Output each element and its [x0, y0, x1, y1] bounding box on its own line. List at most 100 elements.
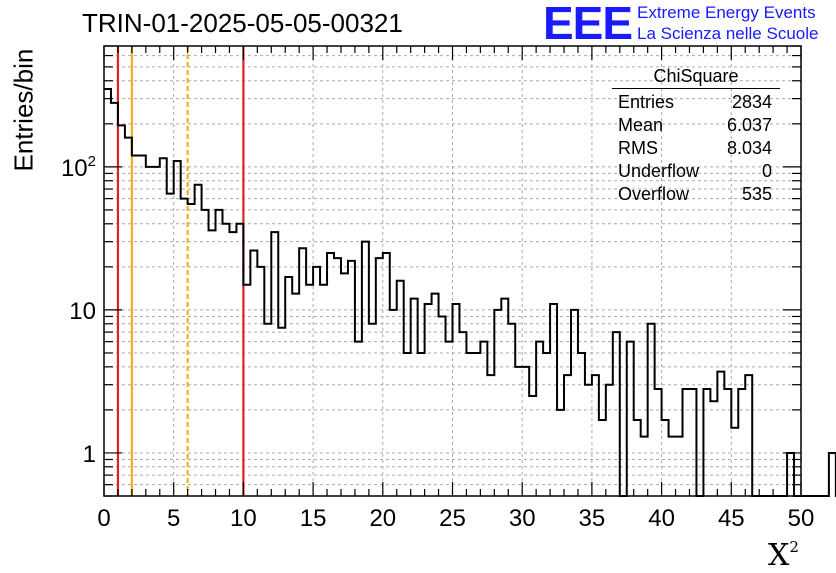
histogram-bin — [703, 389, 710, 496]
histogram-bin — [160, 158, 167, 496]
stats-row-entries: Entries 2834 — [612, 91, 780, 114]
histogram-bin — [466, 353, 473, 496]
histogram-bin — [111, 103, 118, 496]
stats-label: Overflow — [618, 184, 690, 204]
histogram-bin — [167, 194, 174, 496]
stats-row-rms: RMS 8.034 — [612, 137, 780, 160]
x-axis-label: X2 — [768, 538, 799, 573]
histogram-bin — [543, 353, 550, 496]
x-tick-label: 30 — [509, 505, 536, 532]
histogram-bin — [487, 375, 494, 496]
stats-value: 8.034 — [726, 138, 772, 158]
histogram-bin — [641, 437, 648, 496]
histogram-bin — [146, 167, 153, 496]
histogram-bin — [508, 324, 515, 496]
histogram-bin — [710, 401, 717, 496]
histogram-bin — [425, 304, 432, 496]
x-tick-label: 25 — [439, 505, 466, 532]
histogram-bin — [717, 372, 724, 496]
histogram-bin — [383, 253, 390, 496]
histogram-bin — [501, 299, 508, 496]
histogram-bin — [341, 273, 348, 496]
x-tick-label: 0 — [97, 505, 110, 532]
histogram-bin — [216, 210, 223, 496]
histogram-bin — [222, 224, 229, 496]
histogram-bin — [313, 267, 320, 496]
histogram-bin — [376, 258, 383, 496]
histogram-bin — [731, 428, 738, 496]
histogram-bin — [585, 385, 592, 496]
histogram-bin — [655, 389, 662, 496]
y-axis-label: Entries/bin — [8, 48, 39, 172]
histogram-bin — [195, 185, 202, 496]
stats-label: Underflow — [618, 161, 700, 181]
histogram-bin — [104, 89, 111, 496]
histogram-bin — [446, 342, 453, 496]
histogram-bin — [139, 156, 146, 496]
histogram-bin — [243, 285, 250, 496]
histogram-bin — [724, 389, 731, 496]
chart-title: TRIN-01-2025-05-05-00321 — [82, 8, 403, 38]
histogram-bin — [439, 316, 446, 496]
x-axis-label-text: X — [768, 538, 790, 573]
histogram-bin — [634, 420, 641, 496]
histogram-bin — [627, 342, 634, 496]
histogram-bin — [327, 253, 334, 496]
histogram-bin — [745, 375, 752, 496]
x-tick-label: 35 — [579, 505, 606, 532]
histogram-bin — [390, 310, 397, 496]
histogram-bin — [676, 437, 683, 496]
histogram-bin — [459, 332, 466, 496]
stats-label: RMS — [618, 138, 658, 158]
histogram-bin — [118, 125, 125, 496]
histogram-bin — [397, 281, 404, 496]
histogram-bin — [153, 167, 160, 496]
stats-label: Mean — [618, 115, 664, 135]
stats-title: ChiSquare — [612, 66, 780, 89]
axis-ticks: 0 5 10 15 20 25 30 35 40 45 50 1 10 102 — [61, 45, 814, 532]
histogram-bin — [613, 332, 620, 496]
histogram-bin — [738, 389, 745, 496]
histogram-bin — [571, 310, 578, 496]
eee-logo: EEE — [543, 0, 633, 49]
histogram-bin — [411, 299, 418, 496]
stats-value: 2834 — [731, 92, 772, 112]
histogram-bin — [515, 367, 522, 496]
histogram-bin — [494, 310, 501, 496]
histogram-bin — [202, 210, 209, 496]
histogram-bin — [662, 420, 669, 496]
stats-value: 535 — [741, 184, 772, 204]
histogram-bin — [306, 285, 313, 496]
stats-box: ChiSquare Entries 2834 Mean 6.037 RMS 8.034… — [612, 66, 780, 206]
stats-row-overflow: Overflow 535 — [612, 183, 780, 206]
histogram-bin — [348, 261, 355, 496]
histogram-bin — [257, 267, 264, 496]
histogram-bin — [564, 375, 571, 496]
histogram-bin — [125, 138, 132, 496]
stats-value: 0 — [761, 161, 772, 181]
histogram-bin — [536, 342, 543, 496]
histogram-bin — [606, 385, 613, 496]
stats-row-mean: Mean 6.037 — [612, 114, 780, 137]
histogram-bin — [453, 304, 460, 496]
y-tick-label: 10 — [69, 298, 96, 325]
histogram-bin — [689, 389, 696, 496]
x-tick-label: 20 — [369, 505, 396, 532]
x-tick-label: 5 — [167, 505, 180, 532]
histogram-bin — [529, 396, 536, 496]
histogram-bin — [557, 410, 564, 496]
stats-label: Entries — [618, 92, 675, 112]
histogram-bin — [236, 224, 243, 496]
histogram-bin — [473, 353, 480, 496]
histogram-bin — [334, 258, 341, 496]
x-axis-label-sup: 2 — [789, 538, 799, 556]
x-tick-label: 15 — [300, 505, 327, 532]
x-tick-label: 40 — [648, 505, 675, 532]
logo-line-2: La Scienza nelle Scuole — [637, 24, 819, 43]
x-tick-label: 10 — [230, 505, 257, 532]
histogram-bin — [369, 324, 376, 496]
histogram-bin — [362, 242, 369, 496]
histogram-bin — [648, 324, 655, 496]
histogram-bin — [174, 161, 181, 496]
